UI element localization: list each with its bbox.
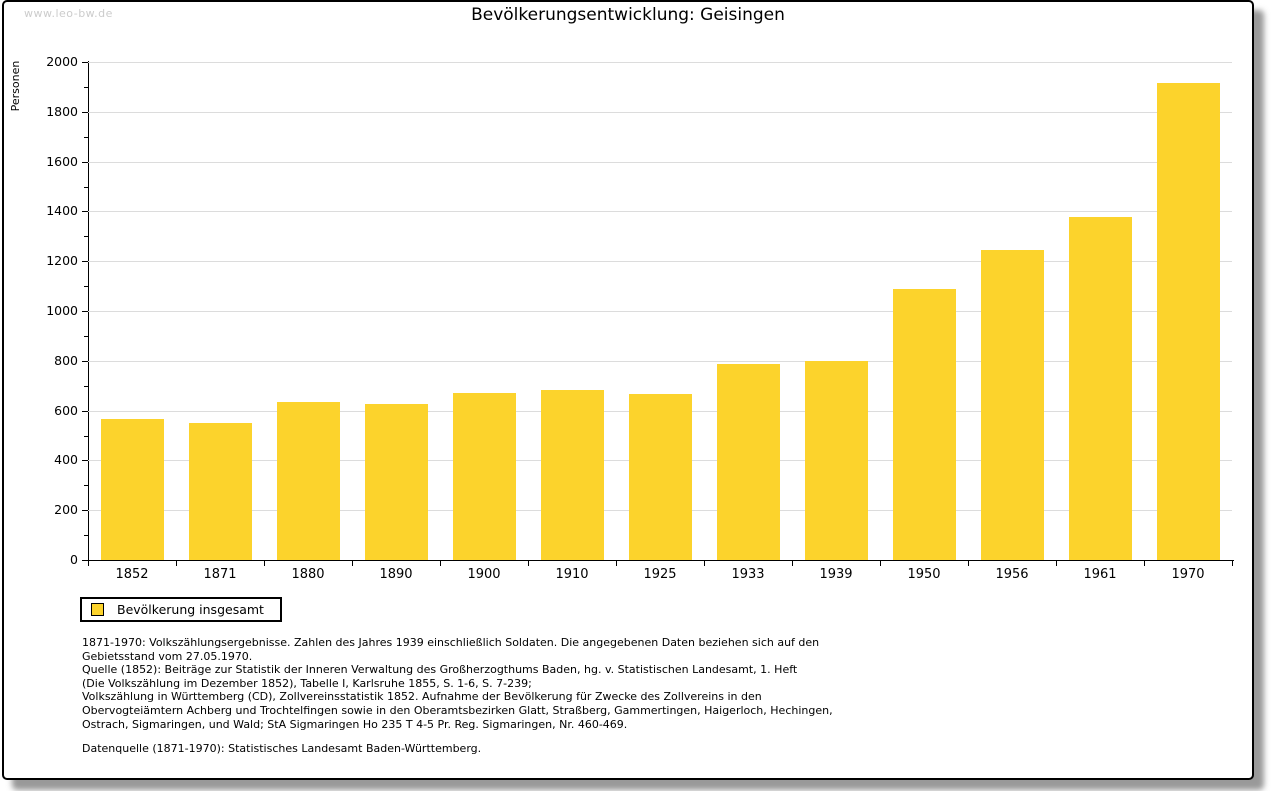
x-tick-10 (968, 560, 969, 566)
y-axis-label-2000: 2000 (46, 54, 78, 69)
y-minor-tick-100 (84, 535, 88, 537)
footnote-line: Ostrach, Sigmaringen, und Wald; StA Sigm… (82, 717, 628, 731)
x-axis-label-1933: 1933 (731, 567, 765, 582)
bar-1970 (1156, 82, 1220, 560)
y-minor-tick-1100 (84, 286, 88, 288)
x-axis-label-1871: 1871 (203, 567, 237, 582)
legend: Bevölkerung insgesamt (80, 597, 282, 622)
bar-1956 (980, 249, 1044, 560)
watermark-leo-bw: www.leo-bw.de (24, 7, 113, 20)
x-axis-label-1925: 1925 (643, 567, 677, 582)
x-tick-2 (264, 560, 265, 566)
datasource-line: Datenquelle (1871-1970): Statistisches L… (82, 742, 482, 756)
footnote-line: 1871-1970: Volkszählungsergebnisse. Zahl… (82, 636, 820, 649)
x-tick-8 (792, 560, 793, 566)
x-tick-5 (528, 560, 529, 566)
y-axis-label-200: 200 (54, 502, 78, 518)
gridline-800 (88, 360, 1232, 362)
y-tick-1800 (82, 111, 88, 113)
gridline-2000 (88, 62, 1232, 63)
y-axis-label-1600: 1600 (46, 153, 78, 169)
x-axis-label-1900: 1900 (467, 567, 501, 582)
gridline-1200 (88, 261, 1232, 263)
y-minor-tick-1900 (84, 86, 88, 88)
x-axis (88, 560, 1234, 561)
plot-area: 0 200 400 600 800 1000 1200 1400 1600 1800 2000 185… (4, 2, 1252, 778)
x-tick-6 (616, 560, 617, 566)
x-axis-label-1956: 1956 (995, 567, 1029, 582)
x-tick-4 (440, 560, 441, 566)
y-minor-tick-1700 (84, 136, 88, 138)
y-minor-tick-700 (84, 385, 88, 387)
bar-1852 (100, 419, 164, 560)
gridline-1600 (88, 161, 1232, 163)
legend-label: Bevölkerung insgesamt (117, 602, 264, 617)
bar-1880 (276, 402, 340, 560)
bar-1871 (188, 423, 252, 560)
y-axis-label-600: 600 (54, 402, 78, 418)
y-tick-200 (82, 510, 88, 512)
footnote-line: Quelle (1852): Beiträge zur Statistik de… (82, 663, 798, 677)
gridline-1000 (88, 311, 1232, 312)
y-minor-tick-1500 (84, 186, 88, 188)
footnote-line: Obervogteiämtern Achberg und Trochtelfin… (82, 703, 833, 717)
y-axis-label-0: 0 (70, 552, 78, 567)
x-tick-0 (88, 560, 89, 566)
x-tick-12 (1144, 560, 1145, 566)
y-axis-label-1000: 1000 (46, 303, 78, 318)
y-minor-tick-500 (84, 435, 88, 437)
bar-1950 (892, 289, 956, 560)
y-tick-1600 (82, 161, 88, 163)
y-axis-label-400: 400 (54, 452, 78, 468)
y-tick-600 (82, 410, 88, 412)
footnote-line: Gebietsstand vom 27.05.1970. (82, 649, 253, 663)
bar-1900 (452, 393, 516, 560)
y-minor-tick-900 (84, 335, 88, 337)
footnote-line: Volkszählung in Württemberg (CD), Zollve… (82, 690, 762, 704)
x-axis-label-1970: 1970 (1171, 567, 1205, 582)
y-axis-label-800: 800 (54, 352, 78, 368)
x-axis-label-1961: 1961 (1083, 567, 1117, 582)
y-tick-1400 (82, 211, 88, 213)
footnotes: 1871-1970: Volkszählungsergebnisse. Zahl… (82, 636, 833, 756)
y-tick-2000 (82, 62, 88, 63)
x-tick-9 (880, 560, 881, 566)
y-minor-tick-300 (84, 485, 88, 487)
y-minor-tick-1300 (84, 236, 88, 238)
y-axis-label-1800: 1800 (46, 103, 78, 119)
y-tick-400 (82, 460, 88, 462)
bar-1890 (364, 403, 428, 560)
y-tick-1200 (82, 261, 88, 263)
x-axis-label-1880: 1880 (291, 567, 325, 582)
bar-1933 (716, 363, 780, 560)
y-axis-label-1200: 1200 (46, 253, 78, 269)
bar-1939 (804, 360, 868, 560)
x-tick-13 (1232, 560, 1233, 566)
bar-1925 (628, 393, 692, 560)
x-tick-1 (176, 560, 177, 566)
chart-title: Bevölkerungsentwicklung: Geisingen (471, 5, 785, 25)
y-axis-label-1400: 1400 (46, 203, 78, 219)
chart-frame: www.leo-bw.de Bevölkerungsentwicklung: G… (2, 0, 1254, 780)
x-axis-label-1910: 1910 (555, 567, 589, 582)
x-axis-label-1939: 1939 (819, 567, 853, 582)
x-axis-label-1950: 1950 (907, 567, 941, 582)
bar-1961 (1068, 216, 1132, 560)
gridline-1400 (88, 211, 1232, 213)
y-tick-1000 (82, 311, 88, 312)
x-axis-label-1852: 1852 (115, 567, 149, 582)
legend-swatch-icon (91, 603, 104, 616)
x-tick-11 (1056, 560, 1057, 566)
footnote-line: (Die Volkszählung im Dezember 1852), Tab… (82, 676, 532, 690)
x-tick-3 (352, 560, 353, 566)
x-axis-label-1890: 1890 (379, 567, 413, 582)
x-tick-7 (704, 560, 705, 566)
y-tick-0 (82, 560, 88, 561)
bar-1910 (540, 390, 604, 560)
gridline-1800 (88, 111, 1232, 113)
y-tick-800 (82, 360, 88, 362)
